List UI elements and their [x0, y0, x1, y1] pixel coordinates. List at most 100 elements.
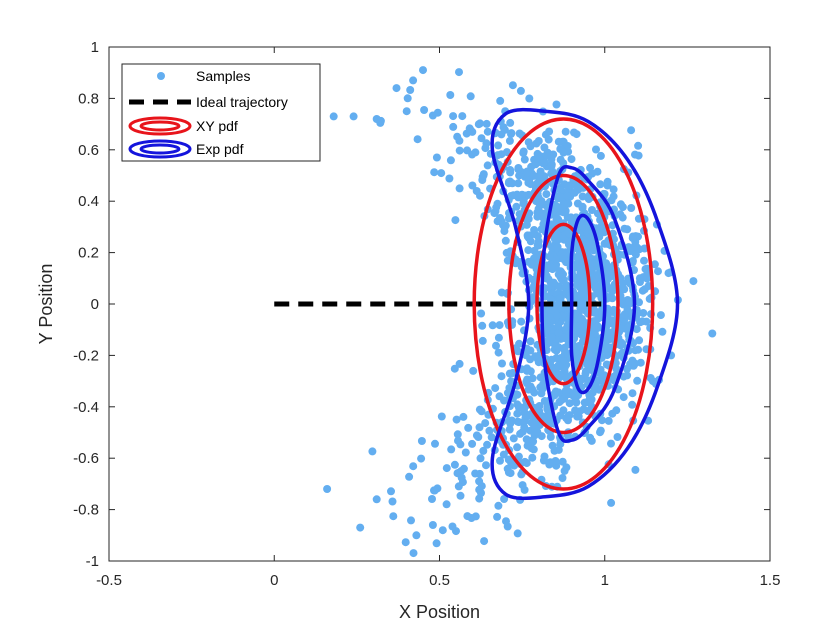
- sample-point: [578, 297, 587, 305]
- sample-point: [539, 456, 548, 465]
- sample-point: [634, 151, 643, 160]
- sample-point: [543, 339, 552, 348]
- sample-point: [604, 416, 613, 425]
- sample-point: [562, 385, 571, 394]
- y-tick-label: 1: [91, 39, 99, 56]
- sample-point: [520, 155, 529, 164]
- xy-pdf-contour: [535, 222, 592, 386]
- sample-point: [523, 231, 532, 240]
- sample-point: [513, 529, 522, 538]
- y-tick-label: -1: [86, 553, 99, 570]
- sample-point: [654, 267, 662, 276]
- sample-point: [600, 371, 609, 380]
- sample-point: [520, 405, 528, 414]
- y-tick-label: -0.4: [73, 399, 99, 416]
- sample-point: [646, 374, 655, 382]
- sample-point: [584, 195, 593, 204]
- sample-point: [578, 288, 587, 297]
- sample-point: [530, 421, 539, 430]
- sample-point: [520, 417, 529, 426]
- sample-point: [555, 370, 564, 379]
- sample-point: [459, 412, 468, 421]
- sample-point: [549, 278, 558, 287]
- sample-point: [475, 494, 484, 503]
- y-tick-label: -0.6: [73, 450, 99, 467]
- sample-point: [514, 193, 523, 202]
- sample-point: [542, 151, 551, 160]
- legend-exp-label: Exp pdf: [196, 141, 244, 157]
- sample-point: [499, 450, 508, 459]
- sample-point: [475, 477, 484, 486]
- sample-point: [635, 336, 644, 345]
- sample-point: [575, 341, 584, 350]
- sample-point: [618, 213, 627, 222]
- sample-point: [561, 248, 570, 257]
- sample-point: [409, 76, 418, 85]
- sample-point: [523, 168, 532, 177]
- sample-point: [650, 260, 659, 269]
- sample-point: [593, 323, 602, 332]
- sample-point: [524, 190, 533, 199]
- sample-point: [485, 426, 494, 435]
- sample-point: [507, 130, 515, 139]
- y-tick-label: -0.8: [73, 502, 99, 519]
- sample-point: [523, 441, 532, 450]
- sample-point: [523, 366, 531, 375]
- sample-point: [483, 127, 492, 136]
- sample-point: [508, 369, 517, 377]
- sample-point: [487, 433, 496, 442]
- sample-point: [477, 134, 486, 143]
- sample-point: [513, 443, 522, 452]
- sample-point: [509, 434, 518, 443]
- sample-point: [501, 236, 510, 245]
- sample-point: [401, 538, 410, 547]
- sample-point: [481, 144, 490, 153]
- sample-point: [530, 246, 539, 255]
- sample-point: [612, 406, 621, 415]
- sample-point: [603, 268, 612, 277]
- sample-point: [551, 254, 560, 263]
- sample-point: [447, 445, 456, 454]
- sample-point: [403, 94, 412, 103]
- sample-point: [554, 343, 563, 352]
- sample-point: [593, 289, 601, 298]
- sample-point: [468, 439, 477, 448]
- sample-point: [632, 325, 641, 334]
- sample-point: [627, 126, 636, 135]
- sample-point: [590, 308, 599, 317]
- sample-point: [553, 230, 562, 239]
- sample-point: [588, 206, 596, 214]
- sample-point: [592, 145, 600, 154]
- sample-point: [628, 400, 637, 409]
- sample-point: [413, 135, 422, 144]
- sample-point: [620, 310, 629, 319]
- sample-point: [455, 184, 464, 193]
- lines-layer: [274, 107, 680, 501]
- sample-point: [554, 329, 563, 337]
- sample-point: [519, 147, 528, 156]
- sample-point: [623, 225, 632, 234]
- sample-point: [446, 91, 455, 99]
- sample-point: [664, 269, 673, 278]
- sample-point: [544, 135, 553, 144]
- sample-point: [559, 276, 567, 285]
- sample-point: [598, 416, 606, 425]
- sample-point: [520, 423, 529, 432]
- sample-point: [556, 396, 565, 405]
- sample-point: [576, 374, 585, 383]
- sample-point: [536, 167, 545, 176]
- sample-point: [609, 185, 618, 194]
- sample-point: [589, 356, 598, 365]
- x-tick-label: -0.5: [96, 572, 122, 589]
- exp-pdf-contour: [540, 164, 637, 444]
- sample-point: [456, 491, 465, 500]
- sample-point: [547, 355, 556, 364]
- sample-point: [556, 186, 565, 195]
- sample-point: [545, 252, 554, 261]
- sample-point: [480, 537, 489, 546]
- sample-point: [583, 407, 592, 415]
- sample-point: [409, 462, 418, 471]
- y-tick-label: 0.6: [78, 142, 99, 159]
- sample-point: [531, 352, 540, 361]
